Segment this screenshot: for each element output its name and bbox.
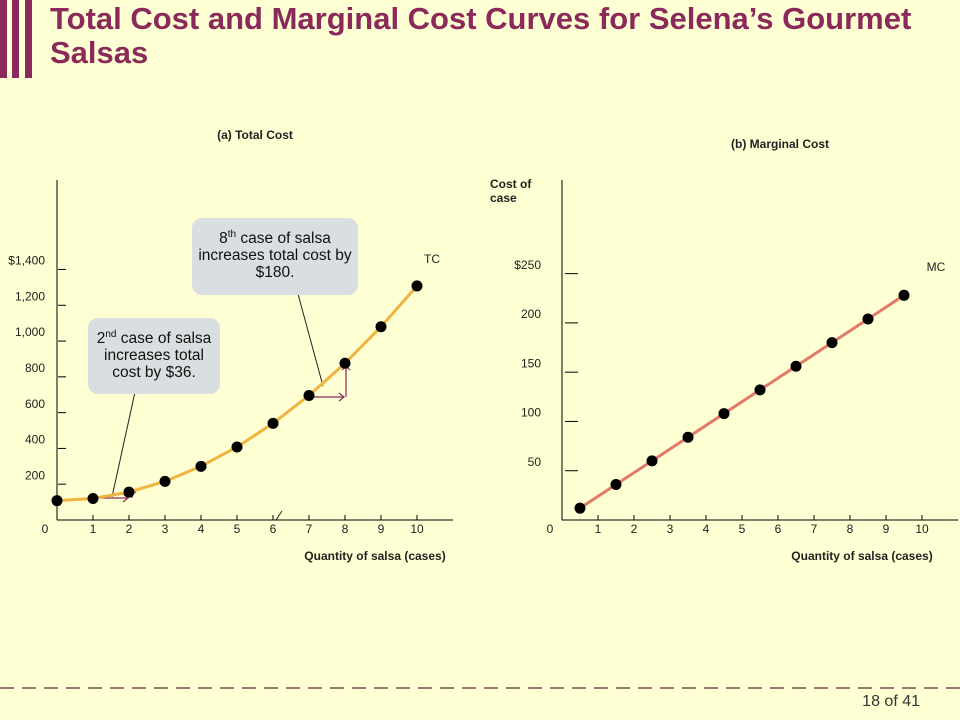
x-tick-label: 0 xyxy=(547,522,554,536)
y-tick-label: 100 xyxy=(521,406,541,420)
y-axis-label: Cost of case xyxy=(490,177,532,205)
x-tick-label: 4 xyxy=(198,522,205,536)
x-tick-label: 2 xyxy=(631,522,638,536)
y-tick-label: 200 xyxy=(521,307,541,321)
callout: 2nd case of salsa increases total cost b… xyxy=(88,318,220,394)
point xyxy=(51,495,63,507)
point xyxy=(610,479,622,491)
x-tick-label: 1 xyxy=(595,522,602,536)
series-label: TC xyxy=(424,252,440,266)
x-axis-label: Quantity of salsa (cases) xyxy=(304,549,445,563)
point xyxy=(339,357,351,369)
y-axis-label-line: case xyxy=(490,191,517,205)
point xyxy=(267,417,279,429)
decor-bar xyxy=(12,0,19,78)
pointer xyxy=(297,293,324,387)
ordinal-suffix: th xyxy=(227,229,237,240)
point xyxy=(375,321,387,333)
point xyxy=(411,280,423,292)
curve xyxy=(579,294,905,510)
point xyxy=(790,360,802,372)
x-tick-label: 3 xyxy=(162,522,169,536)
x-tick-label: 8 xyxy=(342,522,349,536)
page-number: 18 of 41 xyxy=(862,693,920,710)
x-tick-label: 10 xyxy=(410,522,424,536)
point xyxy=(87,493,99,505)
point xyxy=(682,431,694,443)
y-tick-label: 1,000 xyxy=(15,325,45,339)
y-axis-label-line: Cost of xyxy=(490,177,532,191)
x-tick-label: 5 xyxy=(739,522,746,536)
decor-bar xyxy=(0,0,7,78)
x-tick-label: 0 xyxy=(42,522,49,536)
x-tick-label: 9 xyxy=(378,522,385,536)
point xyxy=(303,389,315,401)
point xyxy=(646,455,658,467)
y-tick-label: $1,400 xyxy=(8,254,45,268)
x-tick-label: 2 xyxy=(126,522,133,536)
y-tick-label: 150 xyxy=(521,356,541,370)
ordinal: 2 xyxy=(96,330,106,348)
pointer xyxy=(111,391,136,498)
x-tick-label: 4 xyxy=(703,522,710,536)
x-tick-label: 6 xyxy=(775,522,782,536)
chart-title: (a) Total Cost xyxy=(217,128,293,142)
x-tick-label: 8 xyxy=(847,522,854,536)
x-tick-label: 7 xyxy=(811,522,818,536)
x-axis-label: Quantity of salsa (cases) xyxy=(791,549,932,563)
ordinal-suffix: nd xyxy=(105,329,117,340)
point xyxy=(123,486,135,498)
point xyxy=(159,475,171,487)
y-tick-label: 50 xyxy=(528,455,542,469)
annotation-text: case of salsa increases total cost by $1… xyxy=(198,230,352,282)
chart-title: (b) Marginal Cost xyxy=(731,137,829,151)
series-label: MC xyxy=(927,260,946,274)
slide-title: Total Cost and Marginal Cost Curves for … xyxy=(50,1,912,70)
y-tick-label: $250 xyxy=(514,258,541,272)
point xyxy=(718,408,730,420)
x-tick-label: 10 xyxy=(915,522,929,536)
x-tick-label: 6 xyxy=(270,522,277,536)
point xyxy=(195,460,207,472)
point xyxy=(574,502,586,514)
y-tick-label: 1,200 xyxy=(15,289,45,303)
y-tick-label: 200 xyxy=(25,468,45,482)
point xyxy=(826,337,838,349)
point xyxy=(231,441,243,453)
decor-bar xyxy=(25,0,32,78)
x-tick-label: 9 xyxy=(883,522,890,536)
point xyxy=(898,289,910,301)
annotation-text: case of salsa increases total cost by $3… xyxy=(104,330,212,382)
ordinal: 8 xyxy=(219,230,228,248)
x-tick-label: 5 xyxy=(234,522,241,536)
axis-break xyxy=(275,510,283,521)
y-tick-label: 800 xyxy=(25,361,45,375)
callout: 8th case of salsa increases total cost b… xyxy=(192,218,358,295)
point xyxy=(862,313,874,325)
y-tick-label: 400 xyxy=(25,433,45,447)
x-tick-label: 7 xyxy=(306,522,313,536)
x-tick-label: 3 xyxy=(667,522,674,536)
point xyxy=(754,384,766,396)
x-tick-label: 1 xyxy=(90,522,97,536)
y-tick-label: 600 xyxy=(25,397,45,411)
